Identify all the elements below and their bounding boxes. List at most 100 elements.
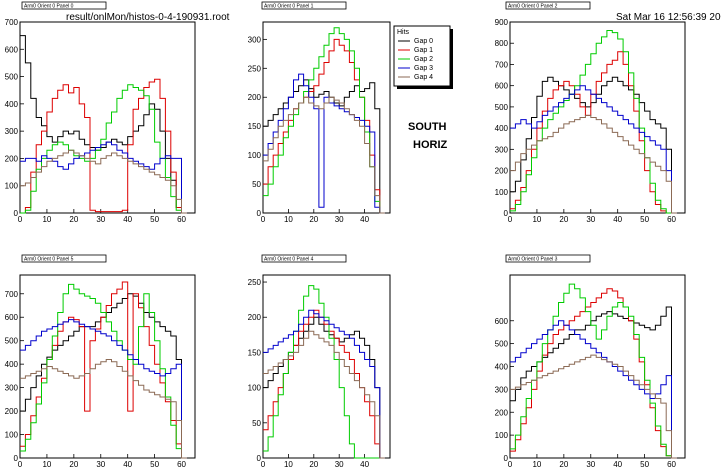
series-line-gap-0 <box>20 35 187 214</box>
y-tick-label: 100 <box>5 431 19 440</box>
chart-title: Arm0 Orient 0 Panel 1 <box>264 4 314 10</box>
series-line-gap-1 <box>263 309 385 459</box>
series-line-gap-4 <box>263 330 385 459</box>
series-line-gap-2 <box>510 30 677 214</box>
legend-box <box>393 25 451 87</box>
y-tick-label: 0 <box>14 454 19 463</box>
x-tick-label: 50 <box>150 215 159 224</box>
y-tick-label: 0 <box>257 209 262 218</box>
y-tick-label: 700 <box>5 290 19 299</box>
chart-panel-3: Arm0 Orient 0 Panel 50100200300400500600… <box>5 254 196 469</box>
series-line-gap-0 <box>510 76 677 214</box>
chart-title-box <box>505 254 591 263</box>
series-line-gap-4 <box>263 96 385 214</box>
x-tick-label: 40 <box>123 460 132 469</box>
legend-title: Hits <box>397 29 410 36</box>
legend: Hits Gap 0 Gap 1 Gap 2 Gap 3 Gap 4 <box>393 25 453 89</box>
y-tick-label: 300 <box>5 384 19 393</box>
y-tick-label: 0 <box>504 209 509 218</box>
x-tick-label: 0 <box>508 460 513 469</box>
x-tick-label: 30 <box>335 460 344 469</box>
series-line-gap-4 <box>510 354 677 459</box>
chart-panel-1: Arm0 Orient 0 Panel 1 0 50 100 150 200 250 300 0… <box>248 1 391 224</box>
y-tick-label: 400 <box>5 100 19 109</box>
y-tick-label: 50 <box>252 180 261 189</box>
series-line-gap-3 <box>20 141 187 214</box>
chart-panel-5: Arm0 Orient 0 Panel 30100200300400500600… <box>495 254 686 469</box>
y-tick-label: 100 <box>5 182 19 191</box>
plot-frame <box>19 274 196 459</box>
y-tick-label: 150 <box>248 348 262 357</box>
x-tick-label: 40 <box>360 460 369 469</box>
series-line-gap-3 <box>263 73 385 214</box>
x-tick-label: 30 <box>335 215 344 224</box>
y-tick-label: 400 <box>5 360 19 369</box>
chart-title: Arm0 Orient 0 Panel 3 <box>508 257 558 263</box>
y-tick-label: 200 <box>248 313 262 322</box>
chart-title-box <box>261 1 347 10</box>
y-tick-label: 300 <box>495 385 509 394</box>
y-tick-label: 800 <box>495 39 509 48</box>
chart-title: Arm0 Orient 0 Panel 4 <box>264 257 314 263</box>
y-tick-label: 0 <box>14 209 19 218</box>
x-tick-label: 20 <box>309 460 318 469</box>
chart-panel-2: Arm0 Orient 0 Panel 20100200300400500600… <box>495 1 686 224</box>
y-tick-label: 250 <box>248 278 262 287</box>
chart-panel-0: Arm0 Orient 0 Panel 00100200300400500600… <box>5 1 196 224</box>
file-path-label: result/onlMon/histos-0-4-190931.root <box>66 12 230 23</box>
y-tick-label: 500 <box>5 337 19 346</box>
x-tick-label: 60 <box>667 215 676 224</box>
x-tick-label: 10 <box>532 460 541 469</box>
x-tick-label: 0 <box>261 215 266 224</box>
y-tick-label: 300 <box>5 127 19 136</box>
y-tick-label: 600 <box>495 82 509 91</box>
x-tick-label: 40 <box>360 215 369 224</box>
x-tick-label: 20 <box>309 215 318 224</box>
series-line-gap-2 <box>20 84 187 214</box>
y-tick-label: 100 <box>248 151 262 160</box>
x-tick-label: 0 <box>18 460 23 469</box>
y-tick-label: 150 <box>248 122 262 131</box>
series-line-gap-2 <box>263 27 385 214</box>
y-tick-label: 300 <box>495 145 509 154</box>
y-tick-label: 200 <box>495 167 509 176</box>
x-tick-label: 50 <box>640 460 649 469</box>
y-tick-label: 700 <box>5 18 19 27</box>
series-line-gap-0 <box>263 79 385 214</box>
series-line-gap-4 <box>510 114 677 214</box>
chart-panel-4: Arm0 Orient 0 Panel 4 0 50 100 150 200 250 0 10 2… <box>248 254 391 469</box>
x-tick-label: 0 <box>18 215 23 224</box>
legend-entry: Gap 4 <box>414 74 433 81</box>
x-tick-label: 10 <box>42 215 51 224</box>
legend-entry: Gap 3 <box>414 65 433 72</box>
x-tick-label: 10 <box>42 460 51 469</box>
legend-entry: Gap 0 <box>414 38 433 45</box>
x-tick-label: 30 <box>586 215 595 224</box>
series-line-gap-4 <box>20 149 187 214</box>
series-line-gap-4 <box>20 359 187 459</box>
y-tick-label: 600 <box>5 45 19 54</box>
x-tick-label: 20 <box>559 460 568 469</box>
legend-entry: Gap 1 <box>414 47 433 54</box>
chart-title-box <box>21 254 107 263</box>
y-tick-label: 600 <box>495 317 509 326</box>
x-tick-label: 10 <box>284 460 293 469</box>
timestamp-label: Sat Mar 16 12:56:39 2006 <box>616 12 721 23</box>
x-tick-label: 20 <box>69 215 78 224</box>
y-tick-label: 600 <box>5 313 19 322</box>
chart-title-box <box>261 254 347 263</box>
series-line-gap-2 <box>20 283 187 459</box>
x-tick-label: 50 <box>150 460 159 469</box>
x-tick-label: 60 <box>177 460 186 469</box>
x-tick-label: 20 <box>69 460 78 469</box>
x-tick-label: 40 <box>613 215 622 224</box>
x-tick-label: 50 <box>640 215 649 224</box>
y-tick-label: 900 <box>495 18 509 27</box>
x-tick-label: 0 <box>508 215 513 224</box>
plot-frame <box>262 21 391 214</box>
y-tick-label: 200 <box>5 407 19 416</box>
y-tick-label: 500 <box>495 340 509 349</box>
plot-frame <box>509 21 686 214</box>
x-tick-label: 40 <box>123 215 132 224</box>
